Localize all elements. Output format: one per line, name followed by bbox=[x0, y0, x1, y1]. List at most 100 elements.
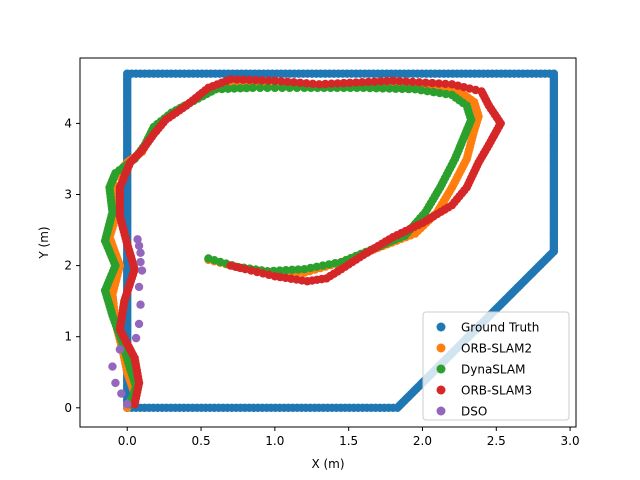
data-point bbox=[226, 261, 235, 270]
axis-ticks: 0.0 0.5 1.0 1.5 2.0 2.5 3.0 0 1 2 3 4 bbox=[64, 116, 579, 448]
data-point bbox=[270, 76, 280, 85]
data-point bbox=[283, 77, 292, 86]
data-point bbox=[408, 77, 417, 87]
y-axis-label: Y (m) bbox=[37, 226, 51, 259]
data-point bbox=[270, 83, 280, 93]
data-point bbox=[388, 76, 398, 85]
legend-marker bbox=[436, 343, 446, 353]
data-point bbox=[378, 84, 387, 93]
y-tick-label: 1 bbox=[64, 330, 72, 344]
data-point bbox=[263, 83, 272, 93]
legend: Ground Truth ORB-SLAM2 DynaSLAM ORB-SLAM3 DS… bbox=[422, 311, 570, 421]
legend-marker bbox=[436, 385, 446, 395]
data-point bbox=[308, 79, 318, 89]
data-point bbox=[423, 86, 432, 96]
data-point bbox=[435, 88, 444, 98]
data-point bbox=[258, 76, 267, 85]
data-point bbox=[370, 77, 379, 86]
data-point bbox=[391, 84, 400, 93]
data-point bbox=[134, 241, 144, 250]
data-point bbox=[434, 79, 444, 88]
data-point bbox=[108, 362, 117, 371]
data-point bbox=[275, 266, 284, 275]
legend-marker bbox=[436, 322, 446, 332]
data-point bbox=[255, 83, 265, 93]
data-point bbox=[372, 84, 381, 93]
data-point bbox=[281, 266, 291, 275]
legend-label: Ground Truth bbox=[461, 321, 539, 335]
data-point bbox=[111, 378, 120, 388]
data-point bbox=[395, 76, 404, 86]
data-point bbox=[385, 84, 394, 93]
data-point bbox=[428, 78, 437, 88]
data-point bbox=[136, 248, 145, 258]
legend-marker bbox=[436, 364, 446, 374]
x-tick-label: 0.5 bbox=[192, 434, 211, 448]
data-point bbox=[417, 86, 426, 95]
x-tick-label: 1.5 bbox=[339, 434, 358, 448]
data-point bbox=[134, 319, 144, 329]
data-point bbox=[339, 78, 348, 88]
data-point bbox=[364, 77, 373, 87]
legend-label: ORB-SLAM2 bbox=[461, 342, 532, 356]
axes-frame bbox=[79, 57, 577, 428]
data-point bbox=[404, 84, 413, 94]
x-axis-label: X (m) bbox=[311, 457, 344, 471]
x-tick-label: 1.0 bbox=[265, 434, 284, 448]
x-tick-label: 0.0 bbox=[118, 434, 137, 448]
data-point bbox=[248, 83, 257, 93]
data-point bbox=[137, 266, 147, 275]
data-point bbox=[401, 77, 411, 86]
y-tick-label: 0 bbox=[64, 401, 72, 415]
data-point bbox=[302, 79, 311, 88]
data-point bbox=[134, 282, 144, 292]
legend-label: DSO bbox=[461, 405, 487, 419]
x-tick-label: 2.0 bbox=[413, 434, 432, 448]
series-dso bbox=[108, 235, 147, 409]
data-point bbox=[376, 77, 385, 86]
data-point bbox=[242, 83, 251, 93]
data-point bbox=[397, 84, 407, 94]
legend-box bbox=[422, 311, 570, 421]
data-point bbox=[239, 75, 248, 84]
x-tick-label: 3.0 bbox=[561, 434, 580, 448]
data-point bbox=[295, 78, 305, 87]
data-point bbox=[358, 78, 367, 87]
legend-label: DynaSLAM bbox=[461, 363, 525, 377]
data-point bbox=[115, 345, 125, 354]
data-point bbox=[415, 78, 424, 87]
data-point bbox=[421, 78, 430, 87]
data-point bbox=[123, 400, 132, 409]
data-point bbox=[441, 79, 450, 89]
data-point bbox=[117, 389, 126, 398]
data-point bbox=[232, 75, 242, 84]
data-point bbox=[223, 84, 233, 94]
x-tick-label: 2.5 bbox=[487, 434, 506, 448]
legend-marker bbox=[436, 406, 446, 416]
data-point bbox=[136, 300, 145, 309]
data-point bbox=[382, 76, 391, 86]
data-point bbox=[226, 75, 235, 84]
data-point bbox=[230, 84, 239, 93]
y-tick-label: 3 bbox=[64, 188, 72, 202]
data-point bbox=[276, 77, 286, 86]
data-point bbox=[300, 264, 309, 274]
data-point bbox=[327, 79, 336, 88]
data-point bbox=[294, 265, 303, 274]
data-point bbox=[204, 254, 213, 263]
data-point bbox=[345, 78, 355, 88]
data-point bbox=[131, 333, 141, 343]
data-point bbox=[333, 79, 342, 88]
series-orb-slam3 bbox=[115, 75, 505, 409]
data-point bbox=[133, 235, 142, 244]
data-point bbox=[314, 80, 324, 89]
data-point bbox=[351, 78, 361, 87]
data-point bbox=[287, 265, 297, 275]
data-point bbox=[321, 79, 330, 89]
data-point bbox=[429, 87, 438, 97]
y-tick-label: 2 bbox=[64, 259, 72, 273]
data-point bbox=[264, 76, 273, 85]
data-point bbox=[441, 89, 451, 99]
data-point bbox=[278, 83, 287, 93]
